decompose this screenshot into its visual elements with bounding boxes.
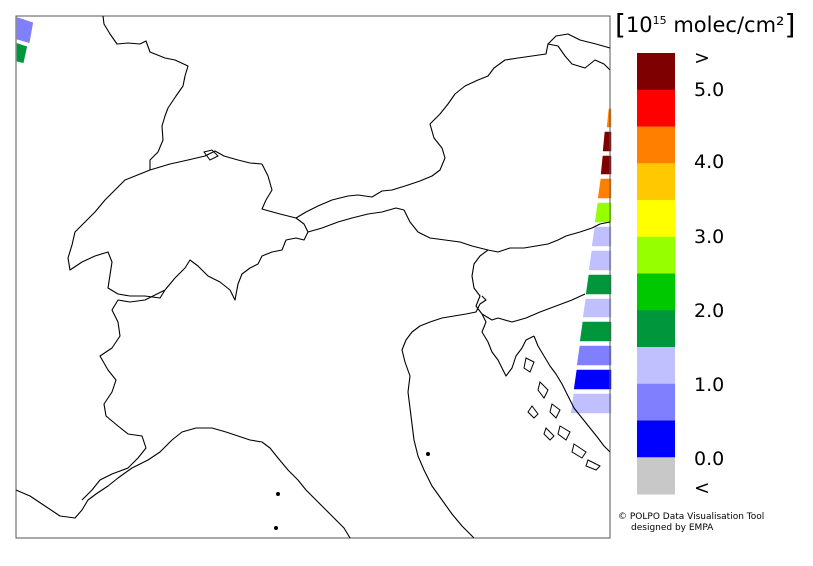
border-france-italy xyxy=(81,289,166,501)
islands xyxy=(203,149,601,530)
coast-istria xyxy=(481,313,535,377)
border-germany-austria xyxy=(261,43,611,219)
colorbar-tick-label: > xyxy=(694,47,710,69)
swath-pixel xyxy=(596,177,613,200)
island xyxy=(203,149,219,161)
border-italy-slovenia xyxy=(471,249,499,321)
colorbar-tick-label: 5.0 xyxy=(694,79,725,101)
colorbar-tick-label: 4.0 xyxy=(694,151,725,173)
coast-croatia xyxy=(533,335,611,453)
unit-base: 10 xyxy=(625,13,653,37)
island xyxy=(523,357,535,373)
satellite-swath-left xyxy=(15,14,35,65)
island xyxy=(557,425,571,441)
colorbar-tick-label: 3.0 xyxy=(694,226,725,248)
border-switzerland-italy xyxy=(164,217,309,301)
swath-pixel xyxy=(15,40,29,65)
colorbar-bin xyxy=(637,89,675,127)
colorbar-unit-label: [1015 molec/cm²] xyxy=(615,6,805,41)
island xyxy=(585,459,601,471)
coast-ligurian xyxy=(15,427,351,539)
island xyxy=(426,452,430,456)
island xyxy=(549,403,561,419)
swath-pixel xyxy=(578,320,613,343)
swath-pixel xyxy=(590,225,613,248)
colorbar-bin xyxy=(637,273,675,311)
swath-pixel xyxy=(587,249,613,272)
island xyxy=(543,427,555,441)
swath-pixel xyxy=(15,14,35,45)
island xyxy=(276,492,280,496)
colorbar-bin xyxy=(637,163,675,201)
colorbar-tick-label: 1.0 xyxy=(694,374,725,396)
colorbar-bin xyxy=(637,53,675,91)
colorbar-bin xyxy=(637,310,675,348)
unit-close-bracket: ] xyxy=(784,8,796,41)
border-germany-switzerland xyxy=(149,150,263,171)
swath-pixel xyxy=(575,344,613,367)
colorbar-tick-label: 2.0 xyxy=(694,300,725,322)
unit-exponent: 15 xyxy=(652,14,667,27)
swath-pixel xyxy=(569,392,613,415)
swath-pixel xyxy=(605,107,613,129)
colorbar-bin xyxy=(637,126,675,164)
unit-text: molec/cm² xyxy=(666,13,785,37)
border-slovenia-croatia xyxy=(497,293,586,323)
colorbar-bin xyxy=(637,420,675,458)
satellite-swath-right xyxy=(569,107,613,415)
colorbar-bin xyxy=(637,200,675,238)
island xyxy=(537,381,549,399)
colorbar-bin xyxy=(637,457,675,495)
colorbar-tick-label: < xyxy=(694,477,710,499)
swath-pixel xyxy=(581,297,613,319)
unit-open-bracket: [ xyxy=(615,8,626,41)
country-borders xyxy=(67,15,611,501)
border-france-switzerland xyxy=(67,169,166,299)
coastlines xyxy=(15,295,611,539)
border-france-germany xyxy=(102,15,189,170)
island xyxy=(274,526,278,530)
colorbar-bin xyxy=(637,383,675,421)
swath-pixel xyxy=(599,154,613,176)
swath-pixel xyxy=(572,368,613,391)
island xyxy=(527,405,539,419)
credit-line-1: © POLPO Data Visualisation Tool xyxy=(618,512,765,522)
map-frame xyxy=(15,15,611,539)
credit-line-2: designed by EMPA xyxy=(631,523,714,533)
colorbar-bin xyxy=(637,236,675,274)
colorbar-bin xyxy=(637,347,675,385)
island xyxy=(571,443,587,459)
colorbar-tick-label: 0.0 xyxy=(694,448,725,470)
coast-adriatic-italy xyxy=(401,295,487,539)
colorbar xyxy=(637,53,675,495)
border-austria-czech xyxy=(547,33,611,49)
border-austria-italy xyxy=(307,207,611,253)
swath-pixel xyxy=(593,201,613,224)
swath-pixel xyxy=(584,273,613,296)
